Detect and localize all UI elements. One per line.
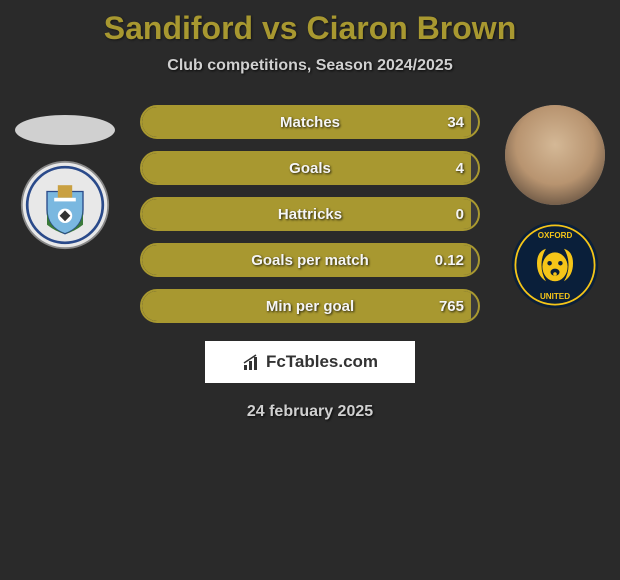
stat-row: Min per goal 765 [140,289,480,323]
stats-area: OXFORD UNITED Matches 34 Goals 4 Hattricks 0 G… [0,105,620,323]
subtitle: Club competitions, Season 2024/2025 [0,57,620,75]
svg-text:OXFORD: OXFORD [538,231,573,240]
stat-row: Goals 4 [140,151,480,185]
stat-value: 765 [439,298,464,315]
stat-value: 4 [456,160,464,177]
comparison-card: Sandiford vs Ciaron Brown Club competiti… [0,0,620,580]
stat-value: 0 [456,206,464,223]
stat-row: Matches 34 [140,105,480,139]
right-club-badge: OXFORD UNITED [510,220,600,310]
stat-value: 34 [447,114,464,131]
left-club-badge [20,160,110,250]
stat-label: Goals per match [251,252,369,269]
right-player-avatar [505,105,605,205]
stat-label: Goals [289,160,331,177]
stat-row: Hattricks 0 [140,197,480,231]
page-title: Sandiford vs Ciaron Brown [0,0,620,47]
stat-label: Hattricks [278,206,342,223]
left-player-column [10,105,120,250]
brand-watermark: FcTables.com [205,341,415,383]
brand-text: FcTables.com [266,352,378,372]
stat-value: 0.12 [435,252,464,269]
chart-icon [242,353,262,371]
stat-bars: Matches 34 Goals 4 Hattricks 0 Goals per match… [140,105,480,323]
left-player-avatar [15,115,115,145]
stat-label: Matches [280,114,340,131]
right-player-column: OXFORD UNITED [500,105,610,310]
date-text: 24 february 2025 [0,403,620,421]
stat-label: Min per goal [266,298,354,315]
stat-row: Goals per match 0.12 [140,243,480,277]
svg-text:UNITED: UNITED [540,292,570,301]
